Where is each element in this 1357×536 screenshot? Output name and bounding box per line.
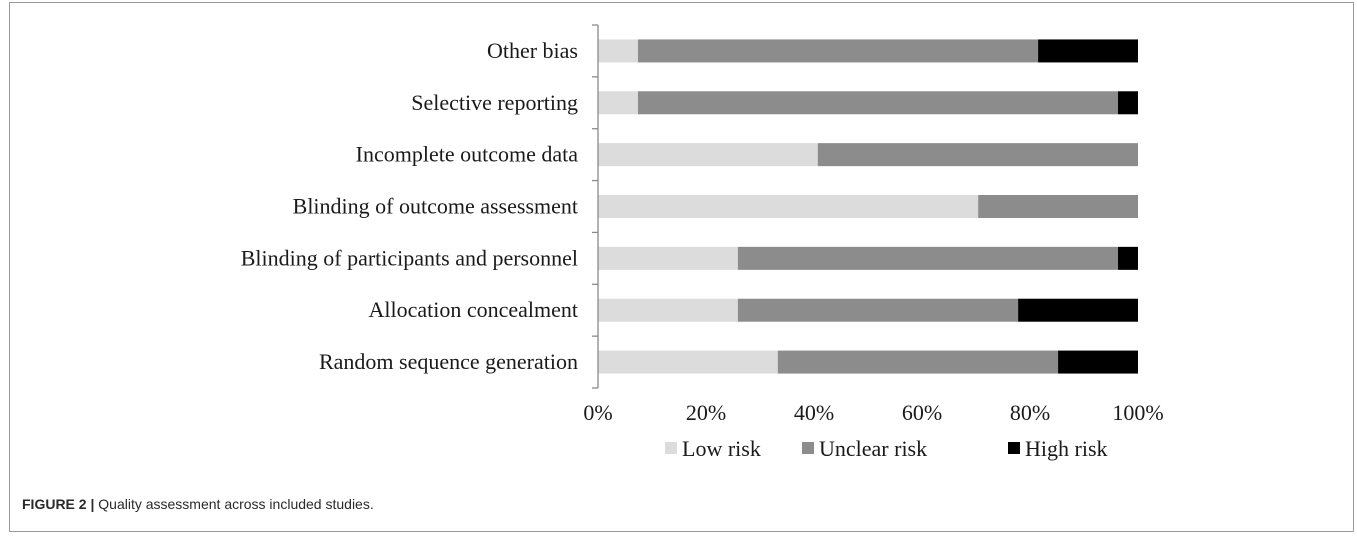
bar-allocation-concealment-unclear-risk bbox=[737, 298, 1019, 322]
x-tick-label: 80% bbox=[1010, 400, 1050, 425]
legend: Low risk Unclear risk High risk bbox=[665, 436, 1108, 461]
legend-item-unclear-risk: Unclear risk bbox=[802, 436, 927, 461]
category-label-selective-reporting: Selective reporting bbox=[411, 90, 578, 115]
category-label-blinding-of-participants-and-personnel: Blinding of participants and personnel bbox=[241, 245, 578, 270]
x-tick-label: 40% bbox=[794, 400, 834, 425]
legend-label-high-risk: High risk bbox=[1025, 436, 1108, 461]
category-label-other-bias: Other bias bbox=[487, 38, 578, 63]
caption-label: FIGURE 2 | bbox=[22, 496, 95, 512]
x-tick-label: 60% bbox=[902, 400, 942, 425]
bar-incomplete-outcome-data-unclear-risk bbox=[817, 143, 1138, 167]
bar-other-bias-unclear-risk bbox=[637, 39, 1039, 63]
axes-layer bbox=[592, 24, 599, 389]
legend-item-high-risk: High risk bbox=[1008, 436, 1108, 461]
bar-blinding-of-participants-and-personnel-unclear-risk bbox=[737, 246, 1119, 270]
x-tick-labels: 0% 20% 40% 60% 80% 100% bbox=[583, 400, 1163, 425]
bar-blinding-of-outcome-assessment-low-risk bbox=[598, 195, 979, 218]
legend-swatch-unclear-risk bbox=[802, 442, 814, 454]
bar-blinding-of-participants-and-personnel-low-risk bbox=[598, 246, 738, 270]
figure-frame bbox=[9, 2, 1354, 532]
bar-random-sequence-generation-high-risk bbox=[1058, 350, 1138, 374]
category-label-allocation-concealment: Allocation concealment bbox=[368, 297, 578, 322]
x-tick-label: 0% bbox=[583, 400, 612, 425]
bars-layer bbox=[598, 39, 1138, 374]
bar-allocation-concealment-high-risk bbox=[1018, 298, 1138, 322]
legend-item-low-risk: Low risk bbox=[665, 436, 761, 461]
bar-other-bias-high-risk bbox=[1038, 39, 1138, 63]
bar-blinding-of-participants-and-personnel-high-risk bbox=[1118, 246, 1138, 270]
figure-caption: FIGURE 2 | Quality assessment across inc… bbox=[22, 496, 374, 512]
legend-label-unclear-risk: Unclear risk bbox=[819, 436, 927, 461]
category-labels: Random sequence generation Allocation con… bbox=[241, 38, 578, 374]
bar-selective-reporting-high-risk bbox=[1118, 91, 1138, 115]
x-tick-label: 20% bbox=[686, 400, 726, 425]
bar-selective-reporting-low-risk bbox=[598, 91, 638, 115]
category-label-blinding-of-outcome-assessment: Blinding of outcome assessment bbox=[293, 194, 578, 219]
bar-random-sequence-generation-low-risk bbox=[598, 350, 778, 374]
legend-swatch-low-risk bbox=[665, 442, 677, 454]
legend-swatch-high-risk bbox=[1008, 442, 1020, 454]
category-label-incomplete-outcome-data: Incomplete outcome data bbox=[356, 142, 579, 167]
bar-random-sequence-generation-unclear-risk bbox=[777, 350, 1059, 374]
bar-selective-reporting-unclear-risk bbox=[637, 91, 1119, 115]
bar-other-bias-low-risk bbox=[598, 39, 638, 63]
x-tick-label: 100% bbox=[1112, 400, 1163, 425]
category-label-random-sequence-generation: Random sequence generation bbox=[319, 349, 578, 374]
bar-incomplete-outcome-data-low-risk bbox=[598, 143, 818, 167]
caption-text: Quality assessment across included studi… bbox=[94, 496, 374, 512]
bar-allocation-concealment-low-risk bbox=[598, 298, 738, 322]
legend-label-low-risk: Low risk bbox=[682, 436, 761, 461]
bar-blinding-of-outcome-assessment-unclear-risk bbox=[978, 195, 1138, 218]
